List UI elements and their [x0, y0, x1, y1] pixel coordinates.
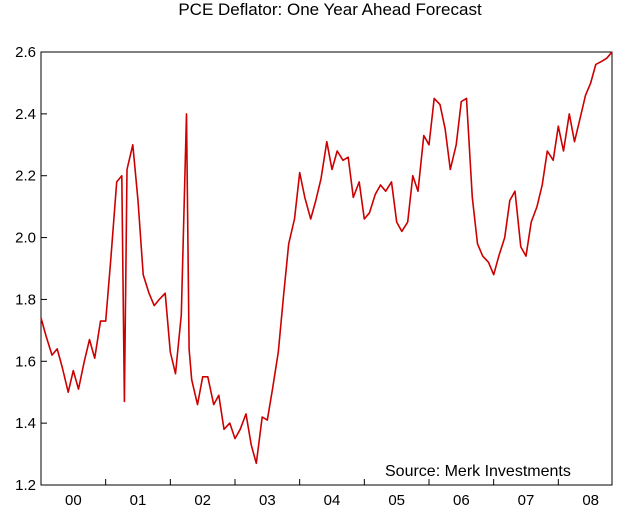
- x-tick-label: 03: [259, 492, 276, 509]
- x-tick-label: 07: [518, 492, 535, 509]
- x-tick-label: 02: [194, 492, 211, 509]
- x-tick-label: 06: [453, 492, 470, 509]
- x-axis: 00 01 02 03 04 05 06 07 08: [65, 479, 599, 509]
- x-tick-label: 05: [388, 492, 405, 509]
- plot-frame: [40, 51, 613, 486]
- source-annotation: Source: Merk Investments: [385, 463, 571, 480]
- y-tick-label: 1.6: [15, 353, 36, 370]
- x-tick-label: 04: [324, 492, 341, 509]
- forecast-line: [40, 51, 613, 465]
- x-tick-label: 00: [65, 492, 82, 509]
- x-tick-label: 01: [130, 492, 147, 509]
- y-tick-label: 1.4: [15, 415, 36, 432]
- y-tick-label: 1.8: [15, 291, 36, 308]
- y-tick-label: 2.0: [15, 230, 36, 247]
- y-tick-label: 2.4: [15, 106, 36, 123]
- y-tick-label: 1.2: [15, 477, 36, 494]
- y-tick-label: 2.6: [15, 44, 36, 61]
- y-axis: 1.2 1.4 1.6 1.8 2.0 2.2 2.4 2.6: [15, 44, 47, 494]
- x-tick-label: 08: [582, 492, 599, 509]
- chart-title: PCE Deflator: One Year Ahead Forecast: [178, 0, 482, 19]
- y-tick-label: 2.2: [15, 168, 36, 185]
